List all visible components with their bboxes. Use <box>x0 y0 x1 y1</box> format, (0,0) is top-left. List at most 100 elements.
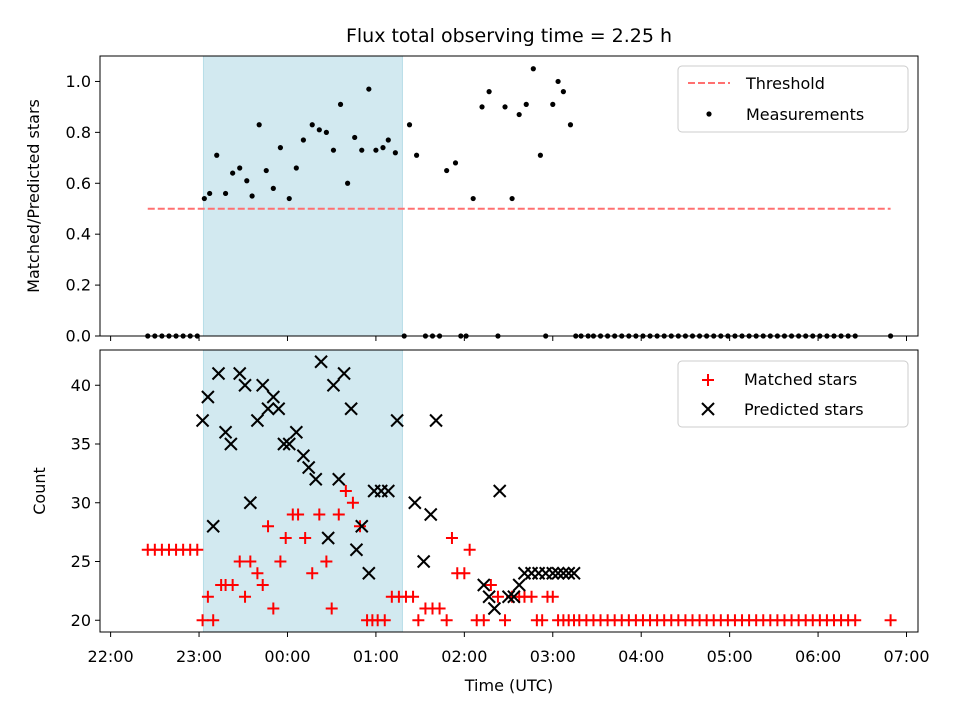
matched-star-point <box>267 602 280 615</box>
measurement-point <box>249 193 255 199</box>
predicted-star-point <box>477 578 491 592</box>
matched-star-point <box>378 614 391 627</box>
measurement-point <box>470 195 476 202</box>
measurement-point <box>352 134 358 141</box>
matched-star-point <box>196 614 209 627</box>
top-ytick-label: 0.0 <box>66 327 91 346</box>
bottom-axes-frame <box>99 349 919 633</box>
predicted-star-point <box>201 390 215 404</box>
matched-star-point <box>256 579 269 591</box>
matched-star-point <box>525 590 538 603</box>
top-panel: 0.0 0.2 0.4 0.6 0.8 1.0 Matched/Predicted sta… <box>24 55 919 346</box>
matched-star-point <box>239 590 252 603</box>
top-ytick-label: 1.0 <box>66 72 91 91</box>
matched-star-point <box>262 520 275 533</box>
matched-star-point <box>279 532 292 544</box>
matched-star-point <box>339 485 352 497</box>
bottom-legend-box <box>677 360 909 428</box>
measurement-point <box>373 147 379 153</box>
matched-star-point <box>306 567 319 580</box>
predicted-star-point <box>238 378 252 392</box>
chart-title: Flux total observing time = 2.25 h <box>346 25 672 47</box>
matched-star-point <box>536 614 549 627</box>
bottom-ytick-label: 30 <box>71 493 91 512</box>
measurement-point <box>286 195 292 202</box>
predicted-star-point <box>296 449 311 463</box>
matched-star-point <box>407 590 420 603</box>
predicted-star-point <box>289 425 304 439</box>
measurement-point <box>237 165 243 171</box>
predicted-star-point <box>416 554 431 569</box>
bottom-ytick-label: 35 <box>71 435 91 454</box>
measurement-point <box>330 147 337 153</box>
matched-star-point <box>546 590 559 603</box>
predicted-star-point <box>301 460 316 475</box>
predicted-star-point <box>233 366 247 381</box>
predicted-star-point <box>256 378 270 392</box>
predicted-star-point <box>309 472 323 486</box>
measurement-point <box>337 101 344 107</box>
legend-matched-swatch <box>702 374 714 386</box>
predicted-star-point <box>321 531 335 545</box>
measurement-point <box>502 104 508 110</box>
matched-star-point <box>332 508 345 521</box>
measurement-point <box>277 145 284 151</box>
predicted-star-point <box>326 378 341 392</box>
predicted-star-point <box>243 496 258 510</box>
predicted-star-point <box>337 366 351 381</box>
measurement-point <box>293 165 299 171</box>
predicted-star-point <box>493 484 507 498</box>
measurement-point <box>380 145 386 151</box>
predicted-star-point <box>487 601 502 616</box>
predicted-star-point <box>482 590 496 604</box>
xtick-label: 01:00 <box>353 647 399 666</box>
xtick-label: 05:00 <box>707 647 753 666</box>
bottom-ytick-label: 40 <box>71 376 91 395</box>
measurement-point <box>392 150 398 156</box>
matched-star-point <box>313 508 326 521</box>
matched-star-point <box>433 602 446 615</box>
matched-star-point <box>325 602 338 615</box>
matched-star-point <box>445 532 458 544</box>
predicted-star-point <box>355 519 369 533</box>
measurement-point <box>413 152 420 158</box>
predicted-star-point <box>277 437 291 451</box>
top-ytick-label: 0.4 <box>66 225 91 244</box>
measurement-point <box>207 190 213 197</box>
measurement-point <box>345 180 351 186</box>
predicted-star-point <box>211 366 226 381</box>
measurement-point <box>244 178 250 184</box>
legend-measurements-label: Measurements <box>746 105 864 124</box>
predicted-star-point <box>424 507 438 522</box>
measurement-point <box>479 104 485 110</box>
measurement-point <box>537 152 543 158</box>
measurement-point <box>385 137 391 143</box>
legend-predicted-swatch <box>701 402 715 416</box>
xtick-label: 06:00 <box>795 647 841 666</box>
predicted-star-point <box>556 566 571 580</box>
top-ytick-label: 0.8 <box>66 123 91 142</box>
top-ylabel: Matched/Predicted stars <box>24 99 43 293</box>
matched-star-point <box>477 614 490 627</box>
predicted-star-point <box>250 413 265 428</box>
measurement-point <box>270 185 276 191</box>
predicted-star-point <box>271 402 286 416</box>
matched-star-point <box>191 543 204 556</box>
matched-star-point <box>849 614 862 627</box>
predicted-star-point <box>349 543 364 557</box>
measurement-point <box>560 89 566 95</box>
matched-star-point <box>299 532 312 544</box>
predicted-star-point <box>546 566 560 580</box>
bottom-ytick-label: 25 <box>71 552 91 571</box>
measurement-point <box>406 122 413 128</box>
measurement-point <box>230 170 236 176</box>
predicted-star-point <box>561 566 576 580</box>
predicted-star-point <box>551 566 565 580</box>
measurement-point <box>300 137 306 143</box>
measurement-point <box>256 122 262 128</box>
matched-star-point <box>244 555 257 568</box>
predicted-star-point <box>332 472 346 486</box>
measurement-point <box>222 190 229 197</box>
matched-star-point <box>292 508 305 521</box>
top-observing-window <box>202 55 403 337</box>
